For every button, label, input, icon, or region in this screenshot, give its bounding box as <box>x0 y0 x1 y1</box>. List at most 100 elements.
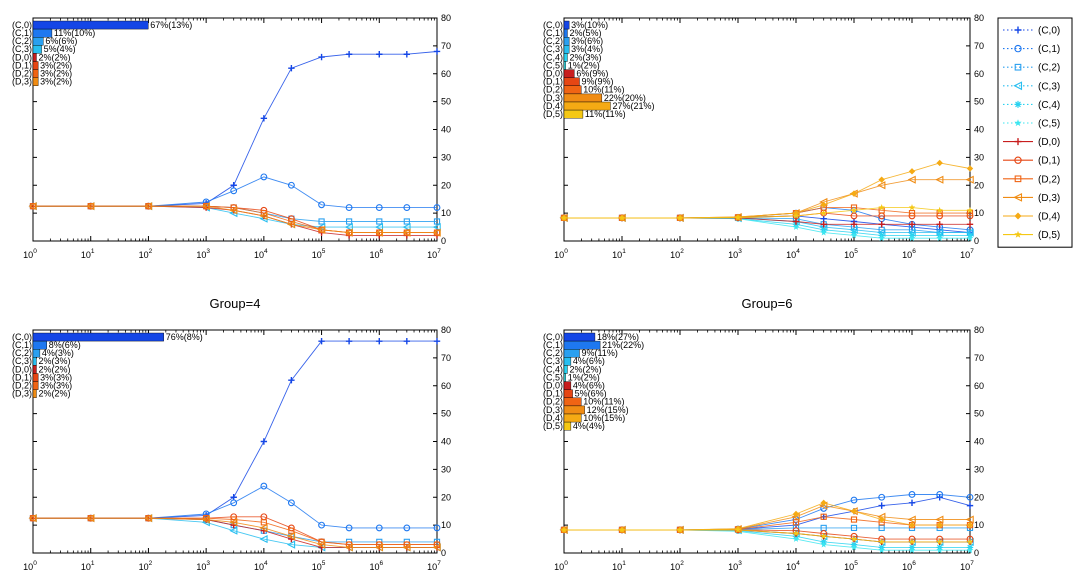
data-point <box>318 53 325 61</box>
data-point <box>402 228 411 237</box>
data-point <box>820 513 827 520</box>
data-point <box>850 190 858 197</box>
data-point <box>878 176 885 183</box>
data-point <box>403 218 410 225</box>
data-point <box>432 228 441 237</box>
data-point <box>318 337 325 345</box>
legend-label: (D,4) <box>1038 212 1060 223</box>
data-point <box>86 514 95 523</box>
y-tick-label: 40 <box>441 437 451 447</box>
data-point <box>820 541 827 548</box>
data-point <box>344 543 353 552</box>
data-point <box>374 228 384 237</box>
x-tick-label: 106 <box>902 248 916 260</box>
legend-marker <box>1014 156 1022 164</box>
y-tick-label: 30 <box>974 152 984 162</box>
bar <box>32 365 37 374</box>
legend-entry: (D,5) <box>1003 230 1060 241</box>
data-point <box>850 507 858 515</box>
bar-value-label: 2%(2%) <box>38 389 70 399</box>
y-tick-label: 10 <box>441 208 451 218</box>
data-point <box>850 221 858 228</box>
bar <box>563 37 570 46</box>
data-point <box>850 535 858 542</box>
legend-entry: (C,2) <box>1003 63 1060 74</box>
bar-category-label: (C,3) <box>543 356 563 366</box>
data-point <box>908 538 916 545</box>
y-tick-label: 50 <box>974 97 984 107</box>
data-point <box>403 524 411 532</box>
y-tick-label: 60 <box>974 381 984 391</box>
bar-value-label: 12%(15%) <box>587 405 629 415</box>
bar <box>563 389 573 399</box>
data-point <box>433 204 441 211</box>
bar <box>32 332 164 342</box>
y-tick-label: 10 <box>974 208 984 218</box>
data-point <box>259 211 268 221</box>
data-point <box>878 234 885 242</box>
bar-category-label: (C,4) <box>543 52 563 62</box>
data-point <box>375 524 383 532</box>
data-point <box>908 499 916 507</box>
x-tick-label: 100 <box>23 248 37 260</box>
data-point <box>260 438 268 445</box>
bar-value-label: 3%(2%) <box>40 77 72 87</box>
data-point <box>850 524 858 532</box>
y-tick-label: 40 <box>974 125 984 135</box>
y-tick-label: 60 <box>441 381 451 391</box>
series-d5 <box>560 204 974 221</box>
bar-value-label: 1%(2%) <box>568 60 600 70</box>
x-tick-label: 107 <box>960 248 974 260</box>
data-point <box>907 515 916 524</box>
plot-3: Group=4 0 10 20 30 40 50 60 70 80 100 101 102 103 104 1… <box>12 296 451 572</box>
bar-value-label: 21%(22%) <box>602 340 644 350</box>
series-line <box>33 517 437 548</box>
data-point <box>792 510 800 518</box>
bar-category-label: (C,1) <box>12 28 32 38</box>
data-point <box>936 159 943 167</box>
data-point <box>374 222 384 232</box>
legend-marker <box>1013 81 1023 91</box>
bar <box>563 109 584 119</box>
bar <box>32 45 42 54</box>
data-point <box>966 221 974 228</box>
legend-marker <box>1014 26 1022 34</box>
data-point <box>260 115 268 122</box>
series-line <box>33 205 437 234</box>
legend-label: (D,3) <box>1038 193 1060 204</box>
data-point <box>345 204 353 211</box>
x-tick-label: 100 <box>23 560 37 572</box>
bar-value-label: 6%(6%) <box>45 36 77 46</box>
data-point <box>28 514 37 523</box>
y-tick-label: 40 <box>441 125 451 135</box>
data-point <box>230 187 238 195</box>
y-tick-label: 50 <box>441 409 451 419</box>
data-point <box>433 337 441 345</box>
bar-value-label: 11%(10%) <box>54 28 95 38</box>
bar <box>563 373 566 382</box>
data-point <box>820 215 827 222</box>
data-point <box>850 206 858 214</box>
data-point <box>344 222 353 232</box>
data-point <box>878 502 885 509</box>
data-point <box>286 532 296 541</box>
bar-category-label: (D,3) <box>543 93 563 103</box>
series-c0 <box>29 337 441 522</box>
x-tick-label: 106 <box>369 560 383 572</box>
bar <box>563 405 585 415</box>
y-tick-label: 80 <box>441 13 451 23</box>
data-point <box>966 538 974 545</box>
data-point <box>850 212 858 220</box>
legend-label: (D,2) <box>1038 174 1060 185</box>
data-point <box>403 51 411 58</box>
y-tick-label: 30 <box>441 152 451 162</box>
y-tick-label: 30 <box>974 464 984 474</box>
y-tick-label: 20 <box>974 492 984 502</box>
legend-entry: (D,0) <box>1003 137 1060 148</box>
data-point <box>965 515 974 524</box>
data-point <box>734 214 742 221</box>
data-point <box>966 493 974 501</box>
plot-1: 0 10 20 30 40 50 60 70 80 100 101 102 103 104 105 106 10… <box>12 13 451 260</box>
y-tick-label: 30 <box>441 464 451 474</box>
bar-value-label: 4%(3%) <box>42 348 74 358</box>
